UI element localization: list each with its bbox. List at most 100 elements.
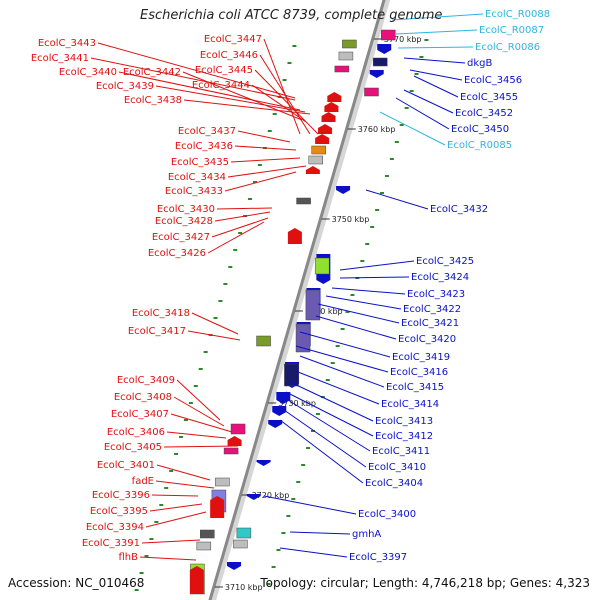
right-callout-line: [315, 315, 397, 340]
left-gene-label: EcolC_3428: [155, 216, 213, 227]
left-gene-label: EcolC_3437: [178, 126, 236, 137]
left-gene-label: EcolC_3433: [165, 186, 223, 197]
gene-arrow-forward: [189, 566, 204, 594]
left-gene-label: EcolC_3436: [175, 141, 233, 152]
gene-block: [284, 363, 299, 387]
right-callout-line: [297, 371, 380, 405]
right-callout-line: [397, 46, 474, 49]
left-callout-line: [170, 413, 233, 433]
left-gene-label: EcolC_3430: [157, 204, 215, 215]
right-callout-line: [279, 419, 364, 484]
right-gene-label: EcolC_3421: [401, 318, 459, 329]
left-gene-label: EcolC_3417: [128, 326, 186, 337]
right-callout-line: [403, 57, 466, 64]
gene-arrow-forward: [210, 496, 225, 518]
left-gene-label: EcolC_3439: [96, 81, 154, 92]
kbp-label: 3760 kbp: [358, 125, 396, 134]
left-gene-label: EcolC_3445: [195, 65, 253, 76]
left-gene-label: EcolC_3409: [117, 375, 175, 386]
left-callout-line: [90, 57, 296, 101]
gene-block: [314, 257, 330, 275]
backbone-line: [208, 0, 386, 600]
right-callout-line: [395, 29, 478, 35]
left-callout-line: [97, 42, 296, 99]
right-gene-label: EcolC_3456: [464, 75, 522, 86]
left-callout-line: [230, 157, 301, 163]
left-gene-label: EcolC_3426: [148, 248, 206, 259]
gene-block: [308, 155, 324, 165]
left-callout-line: [176, 379, 221, 421]
right-gene-label: EcolC_3455: [460, 92, 518, 103]
left-gene-label: EcolC_3396: [92, 490, 150, 501]
left-gene-label: EcolC_3440: [59, 67, 117, 78]
right-callout-line: [395, 97, 450, 130]
right-callout-line: [409, 69, 463, 81]
right-gene-label: EcolC_3412: [375, 431, 433, 442]
right-callout-line: [287, 399, 371, 452]
right-gene-label: EcolC_3419: [392, 352, 450, 363]
left-callout-line: [139, 556, 197, 561]
left-gene-label: EcolC_3434: [168, 172, 226, 183]
kbp-label: 3740 kbp: [305, 307, 343, 316]
right-gene-label: EcolC_3420: [398, 334, 456, 345]
gene-block: [338, 51, 354, 61]
gene-arrow-forward: [324, 102, 339, 112]
right-callout-line: [317, 303, 400, 324]
gene-block: [372, 57, 388, 67]
map-title: Escherichia coli ATCC 8739, complete gen…: [140, 8, 443, 23]
gene-arrow-reverse: [336, 186, 351, 194]
left-gene-label: EcolC_3395: [90, 506, 148, 517]
kbp-label: 3770 kbp: [384, 35, 422, 44]
left-gene-label: EcolC_3438: [124, 95, 182, 106]
left-callout-line: [163, 445, 239, 448]
right-callout-line: [299, 355, 385, 388]
right-callout-line: [299, 331, 391, 358]
left-callout-line: [183, 99, 311, 115]
left-callout-line: [151, 494, 199, 497]
rna-gene-label: EcolC_R0086: [475, 42, 540, 53]
right-gene-label: EcolC_3425: [416, 256, 474, 267]
right-gene-label: EcolC_3414: [381, 399, 439, 410]
gene-block: [200, 529, 215, 539]
left-gene-label: EcolC_3418: [132, 308, 190, 319]
right-gene-label: EcolC_3432: [430, 204, 488, 215]
gene-block: [196, 541, 212, 551]
left-callout-line: [227, 165, 307, 178]
left-gene-label: EcolC_3407: [111, 409, 169, 420]
left-callout-line: [182, 71, 303, 121]
left-callout-line: [187, 330, 241, 341]
left-callout-line: [118, 71, 301, 111]
right-gene-label: EcolC_3416: [390, 367, 448, 378]
left-callout-line: [216, 207, 273, 210]
right-gene-label: gmhA: [352, 529, 381, 540]
right-gene-label: EcolC_3450: [451, 124, 509, 135]
right-callout-line: [379, 111, 446, 146]
right-gene-label: EcolC_3410: [368, 462, 426, 473]
left-gene-label: fadE: [132, 476, 154, 487]
gene-arrow-reverse: [276, 392, 291, 404]
left-callout-line: [211, 217, 269, 238]
gene-arrow-forward: [227, 436, 242, 446]
gene-block: [230, 423, 246, 435]
gene-arrow-reverse: [227, 562, 242, 570]
right-callout-line: [279, 547, 348, 558]
right-callout-line: [263, 495, 357, 515]
right-callout-line: [339, 260, 415, 271]
left-callout-line: [173, 396, 225, 427]
left-callout-line: [259, 54, 311, 135]
gene-block: [364, 87, 379, 97]
gene-block: [296, 197, 311, 205]
kbp-label: 3710 kbp: [225, 583, 263, 592]
gene-arrow-forward: [327, 92, 342, 102]
gene-arrow-forward: [287, 228, 302, 244]
right-callout-line: [413, 75, 459, 98]
right-gene-label: EcolC_3411: [372, 446, 430, 457]
left-gene-label: EcolC_3441: [31, 53, 89, 64]
left-callout-line: [224, 171, 297, 192]
right-callout-line: [365, 189, 429, 210]
accession-text: Accession: NC_010468: [8, 576, 145, 590]
left-callout-line: [141, 539, 201, 544]
right-gene-label: EcolC_3397: [349, 552, 407, 563]
gene-arrow-reverse: [272, 406, 287, 416]
